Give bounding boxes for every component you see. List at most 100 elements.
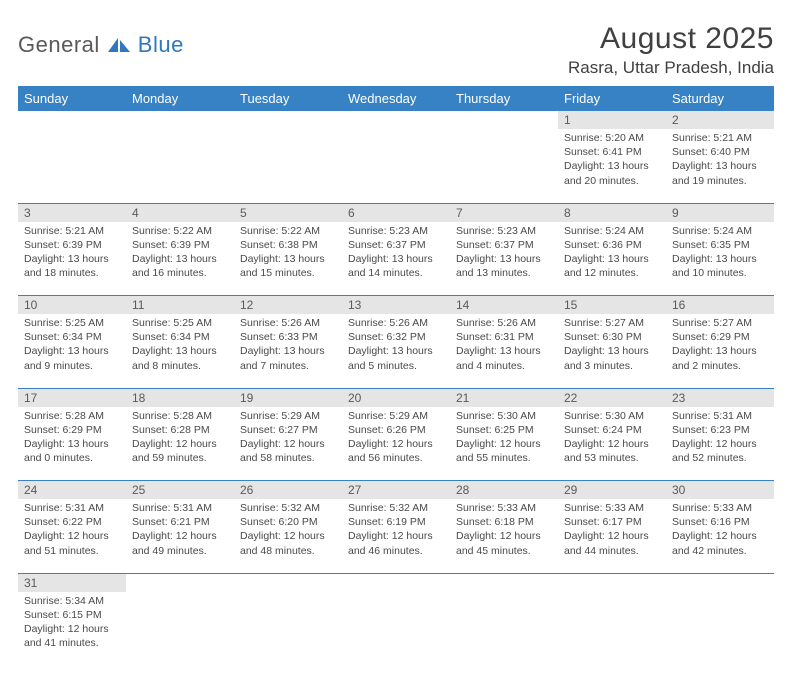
day-number [126,111,234,129]
day-number [18,111,126,129]
day-number-row: 12 [18,111,774,129]
day-detail: Sunrise: 5:26 AMSunset: 6:31 PMDaylight:… [450,314,558,388]
day-number: 17 [18,388,126,407]
day-number: 5 [234,203,342,222]
day-detail [558,592,666,666]
day-detail [342,592,450,666]
day-detail-row: Sunrise: 5:21 AMSunset: 6:39 PMDaylight:… [18,222,774,296]
title-block: August 2025 Rasra, Uttar Pradesh, India [568,22,774,78]
day-header: Thursday [450,86,558,111]
day-header: Friday [558,86,666,111]
day-number-row: 24252627282930 [18,481,774,500]
day-number: 6 [342,203,450,222]
day-number: 28 [450,481,558,500]
day-number-row: 3456789 [18,203,774,222]
day-detail: Sunrise: 5:33 AMSunset: 6:17 PMDaylight:… [558,499,666,573]
day-detail [450,592,558,666]
day-detail: Sunrise: 5:21 AMSunset: 6:39 PMDaylight:… [18,222,126,296]
day-detail [18,129,126,203]
sails-icon [106,36,132,54]
day-number-row: 31 [18,573,774,592]
day-number: 3 [18,203,126,222]
day-detail-row: Sunrise: 5:20 AMSunset: 6:41 PMDaylight:… [18,129,774,203]
day-detail: Sunrise: 5:32 AMSunset: 6:19 PMDaylight:… [342,499,450,573]
day-number: 16 [666,296,774,315]
day-header: Tuesday [234,86,342,111]
day-number: 4 [126,203,234,222]
day-number [666,573,774,592]
day-number: 27 [342,481,450,500]
day-number [342,573,450,592]
day-detail [126,129,234,203]
day-detail: Sunrise: 5:26 AMSunset: 6:33 PMDaylight:… [234,314,342,388]
day-number: 11 [126,296,234,315]
day-number [450,573,558,592]
calendar-body: 12Sunrise: 5:20 AMSunset: 6:41 PMDayligh… [18,111,774,666]
day-number: 23 [666,388,774,407]
logo: General Blue [18,32,184,58]
day-detail: Sunrise: 5:33 AMSunset: 6:18 PMDaylight:… [450,499,558,573]
day-number: 20 [342,388,450,407]
day-number: 24 [18,481,126,500]
logo-text-b: Blue [138,32,184,58]
day-number [450,111,558,129]
day-detail [234,592,342,666]
day-detail: Sunrise: 5:21 AMSunset: 6:40 PMDaylight:… [666,129,774,203]
day-number: 22 [558,388,666,407]
day-number: 13 [342,296,450,315]
day-header: Wednesday [342,86,450,111]
day-detail: Sunrise: 5:29 AMSunset: 6:27 PMDaylight:… [234,407,342,481]
day-detail-row: Sunrise: 5:34 AMSunset: 6:15 PMDaylight:… [18,592,774,666]
day-detail [126,592,234,666]
day-header: Monday [126,86,234,111]
location: Rasra, Uttar Pradesh, India [568,58,774,78]
calendar-head: SundayMondayTuesdayWednesdayThursdayFrid… [18,86,774,111]
day-number [558,573,666,592]
day-detail: Sunrise: 5:31 AMSunset: 6:22 PMDaylight:… [18,499,126,573]
day-number: 19 [234,388,342,407]
day-detail: Sunrise: 5:32 AMSunset: 6:20 PMDaylight:… [234,499,342,573]
day-number: 7 [450,203,558,222]
calendar-table: SundayMondayTuesdayWednesdayThursdayFrid… [18,86,774,666]
day-number: 21 [450,388,558,407]
day-detail: Sunrise: 5:26 AMSunset: 6:32 PMDaylight:… [342,314,450,388]
logo-text-a: General [18,32,100,58]
day-header: Saturday [666,86,774,111]
day-number: 26 [234,481,342,500]
day-number [126,573,234,592]
day-detail: Sunrise: 5:31 AMSunset: 6:23 PMDaylight:… [666,407,774,481]
day-detail: Sunrise: 5:24 AMSunset: 6:35 PMDaylight:… [666,222,774,296]
day-number: 10 [18,296,126,315]
day-detail: Sunrise: 5:23 AMSunset: 6:37 PMDaylight:… [342,222,450,296]
day-number [234,573,342,592]
day-header: Sunday [18,86,126,111]
day-detail: Sunrise: 5:20 AMSunset: 6:41 PMDaylight:… [558,129,666,203]
day-number: 18 [126,388,234,407]
day-detail: Sunrise: 5:33 AMSunset: 6:16 PMDaylight:… [666,499,774,573]
day-detail: Sunrise: 5:22 AMSunset: 6:38 PMDaylight:… [234,222,342,296]
day-detail: Sunrise: 5:25 AMSunset: 6:34 PMDaylight:… [18,314,126,388]
day-detail: Sunrise: 5:24 AMSunset: 6:36 PMDaylight:… [558,222,666,296]
day-number: 1 [558,111,666,129]
day-number: 15 [558,296,666,315]
day-detail: Sunrise: 5:30 AMSunset: 6:24 PMDaylight:… [558,407,666,481]
day-number [234,111,342,129]
day-detail: Sunrise: 5:29 AMSunset: 6:26 PMDaylight:… [342,407,450,481]
day-number: 25 [126,481,234,500]
day-number: 29 [558,481,666,500]
day-detail-row: Sunrise: 5:28 AMSunset: 6:29 PMDaylight:… [18,407,774,481]
month-title: August 2025 [568,22,774,56]
day-detail: Sunrise: 5:34 AMSunset: 6:15 PMDaylight:… [18,592,126,666]
day-detail [450,129,558,203]
day-number: 31 [18,573,126,592]
day-number-row: 17181920212223 [18,388,774,407]
day-number: 2 [666,111,774,129]
day-number: 12 [234,296,342,315]
day-number-row: 10111213141516 [18,296,774,315]
day-detail: Sunrise: 5:27 AMSunset: 6:30 PMDaylight:… [558,314,666,388]
day-detail: Sunrise: 5:31 AMSunset: 6:21 PMDaylight:… [126,499,234,573]
day-number [342,111,450,129]
day-detail: Sunrise: 5:27 AMSunset: 6:29 PMDaylight:… [666,314,774,388]
header: General Blue August 2025 Rasra, Uttar Pr… [18,22,774,78]
calendar-page: General Blue August 2025 Rasra, Uttar Pr… [0,0,792,676]
